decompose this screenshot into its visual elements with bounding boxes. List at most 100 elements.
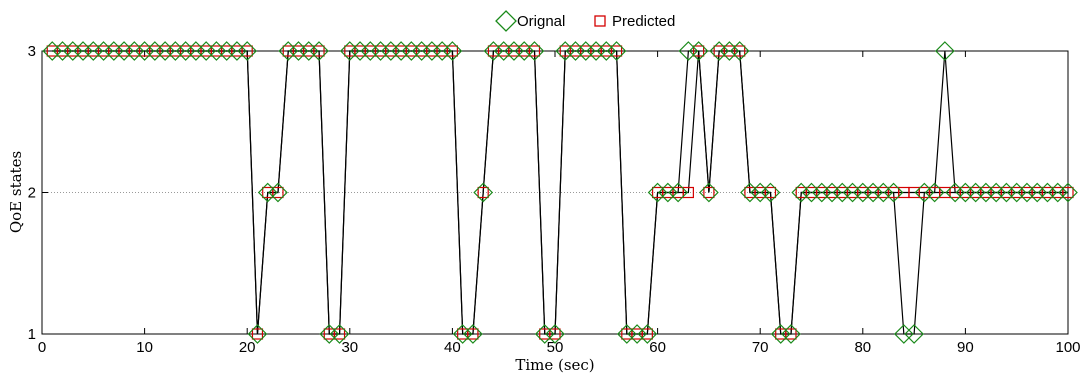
original-point	[339, 41, 360, 61]
original-point	[432, 41, 452, 61]
predicted-point	[764, 186, 777, 199]
original-point	[616, 324, 637, 344]
original-point	[52, 41, 73, 61]
original-point	[709, 41, 730, 61]
x-tick-label: 40	[444, 339, 461, 356]
original-point	[781, 324, 801, 344]
x-axis-title: Time (sec)	[515, 356, 594, 374]
original-point	[996, 182, 1017, 203]
original-point	[596, 41, 617, 61]
original-point	[586, 41, 606, 61]
original-point	[1037, 182, 1058, 203]
legend-predicted-label: Predicted	[612, 13, 675, 30]
original-point	[606, 41, 627, 61]
original-point	[955, 182, 976, 203]
original-point	[391, 41, 411, 61]
predicted-point	[785, 328, 797, 340]
original-point	[186, 41, 206, 61]
x-tick-label: 10	[136, 339, 153, 356]
legend-predicted-marker	[594, 15, 606, 27]
predicted-point	[693, 45, 705, 57]
original-point	[976, 182, 996, 203]
x-tick-label: 70	[752, 339, 769, 356]
predicted-point	[549, 328, 561, 340]
original-point	[555, 41, 576, 61]
original-point	[565, 41, 586, 61]
original-point	[575, 41, 596, 61]
original-point	[514, 41, 535, 61]
predicted-point	[1062, 186, 1074, 199]
original-point	[863, 182, 883, 203]
original-point	[893, 324, 914, 344]
original-point	[986, 182, 1007, 203]
original-point	[319, 324, 340, 344]
original-point	[114, 41, 134, 61]
original-point	[103, 41, 124, 61]
predicted-point	[610, 45, 623, 57]
predicted-point	[446, 45, 458, 57]
original-point	[791, 182, 812, 203]
original-point	[442, 41, 463, 61]
predicted-point	[241, 45, 253, 57]
predicted-point	[528, 45, 541, 57]
original-point	[935, 41, 955, 61]
original-point	[237, 41, 258, 61]
original-point	[145, 41, 165, 61]
original-point	[832, 182, 853, 203]
original-point	[278, 41, 299, 61]
predicted-point	[734, 45, 746, 57]
original-point	[206, 41, 227, 61]
original-point	[62, 41, 83, 61]
original-point	[247, 324, 268, 344]
original-point	[883, 182, 904, 203]
original-point	[740, 182, 760, 203]
original-point	[288, 41, 309, 61]
original-point	[493, 41, 514, 61]
original-point	[770, 324, 791, 344]
original-point	[1058, 182, 1078, 203]
ticks-layer: 0 10 20 30 40 50 60 70 80 90 100 1 2 3	[28, 43, 1081, 356]
original-point	[73, 41, 93, 61]
markers-layer	[42, 41, 1078, 344]
original-point	[534, 324, 555, 344]
original-point	[760, 182, 781, 203]
original-point	[1027, 182, 1048, 203]
predicted-point	[313, 45, 325, 57]
original-point	[463, 324, 483, 344]
original-point	[1006, 182, 1027, 203]
predicted-point	[703, 186, 715, 199]
original-point	[504, 41, 524, 61]
original-point	[822, 182, 842, 203]
original-point	[268, 182, 288, 203]
original-point	[350, 41, 370, 61]
original-point	[811, 182, 832, 203]
original-point	[842, 182, 863, 203]
x-tick-label: 80	[854, 339, 871, 356]
x-tick-label: 50	[547, 339, 564, 356]
original-point	[380, 41, 401, 61]
original-point	[924, 182, 945, 203]
original-point	[801, 182, 822, 203]
original-point	[216, 41, 237, 61]
legend-original-marker	[495, 10, 517, 32]
original-point	[873, 182, 894, 203]
legend-original-label: Orignal	[517, 13, 565, 30]
original-point	[914, 182, 935, 203]
original-point	[545, 324, 565, 344]
original-point	[257, 182, 278, 203]
original-point	[422, 41, 442, 61]
original-point	[750, 182, 771, 203]
legend: Orignal Predicted	[495, 10, 675, 32]
original-point	[155, 41, 175, 61]
original-point	[360, 41, 381, 61]
y-tick-label: 1	[28, 326, 36, 343]
original-point	[524, 41, 545, 61]
original-point	[411, 41, 432, 61]
predicted-point	[272, 186, 284, 199]
original-point	[370, 41, 391, 61]
original-point	[134, 41, 155, 61]
original-point	[401, 41, 422, 61]
original-point	[83, 41, 104, 61]
original-point	[124, 41, 145, 61]
